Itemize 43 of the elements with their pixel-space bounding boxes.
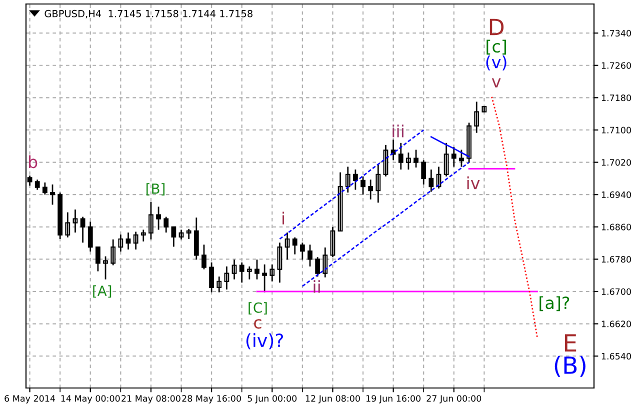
annotation: (v) xyxy=(486,55,506,70)
y-tick-label: 1.6700 xyxy=(602,288,631,295)
annotation: ii xyxy=(314,280,320,293)
annotation: [c] xyxy=(486,40,506,55)
annotation: i xyxy=(282,212,284,224)
annotation: [C] xyxy=(248,302,267,315)
x-tick-label: 14 May 00:00 xyxy=(61,395,120,404)
y-tick-label: 1.6780 xyxy=(602,256,631,263)
candlestick xyxy=(156,206,161,230)
x-tick-label: 27 Jun 00:00 xyxy=(426,395,482,404)
x-tick-label: 6 May 2014 xyxy=(4,395,56,404)
candlestick xyxy=(254,258,260,280)
candlestick xyxy=(406,152,411,170)
y-tick-label: 1.6860 xyxy=(602,224,631,230)
text: GBPUSD,H4 1.7145 1.7158 1.7144 1.7158 xyxy=(44,10,252,18)
annotation: iii xyxy=(392,124,404,138)
y-tick-label: 1.6940 xyxy=(602,191,631,198)
y-tick-label: 1.7180 xyxy=(602,94,631,102)
x-tick-label: 28 May 16:00 xyxy=(182,395,241,404)
annotation: b xyxy=(29,155,38,168)
annotation: (B) xyxy=(554,356,586,377)
y-tick-label: 1.7020 xyxy=(602,159,631,166)
y-tick-label: 1.7100 xyxy=(602,126,631,134)
annotation: D xyxy=(490,18,504,36)
y-tick-label: 1.6540 xyxy=(602,352,631,360)
annotation: E xyxy=(565,334,576,352)
x-tick-label: 21 May 08:00 xyxy=(122,395,180,404)
annotation: iv xyxy=(467,176,480,190)
y-tick-label: 1.7260 xyxy=(602,62,631,69)
y-tick-label: 1.7340 xyxy=(602,30,631,37)
x-tick-label: 12 Jun 08:00 xyxy=(306,395,360,404)
candlestick xyxy=(414,149,418,168)
x-tick-label: 19 Jun 16:00 xyxy=(366,395,421,404)
annotation: c xyxy=(254,319,262,329)
line-series xyxy=(491,96,538,338)
x-tick-label: 5 Jun 00:00 xyxy=(248,395,297,404)
candlestick xyxy=(482,106,487,113)
annotation: [B] xyxy=(146,183,164,196)
y-tick-label: 1.6620 xyxy=(602,320,631,328)
annotation: [a]? xyxy=(540,296,570,312)
annotation: [A] xyxy=(93,285,112,298)
annotation: (iv)? xyxy=(246,333,283,350)
annotation: v xyxy=(492,78,501,88)
